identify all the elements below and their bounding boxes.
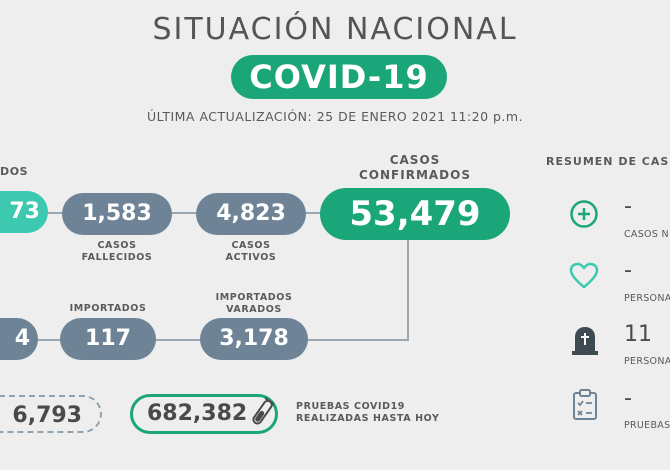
dashed-value-pill: 6,793 [0,395,102,433]
connector-line [40,212,330,214]
dashed-value: 6,793 [12,403,82,428]
heart-icon [569,262,599,290]
tests-label-line1: PRUEBAS COVID19 [296,401,406,412]
active-label-line2: ACTIVOS [225,252,277,263]
plus-circle-icon [569,199,599,229]
partial-row2-pill: 4 [0,318,38,360]
partial-label: DOS [0,165,29,178]
active-pill: 4,823 [196,193,306,235]
recovered-value: - [624,258,632,283]
covid-badge: COVID-19 [231,55,447,99]
confirmed-pill: 53,479 [320,188,510,240]
tests-label-line2: REALIZADAS HASTA HOY [296,413,440,424]
deaths-label: CASOS FALLECIDOS [62,240,172,264]
tombstone-icon [570,325,600,357]
tests-summary-label: PRUEBAS [624,420,670,431]
confirmed-label: CASOS CONFIRMADOS [320,153,510,183]
tests-label: PRUEBAS COVID19 REALIZADAS HASTA HOY [296,401,440,425]
active-value: 4,823 [216,201,286,226]
imported-label: IMPORTADOS [69,303,147,314]
tests-value: 682,382 [147,401,248,426]
partial-value-pill: 73 [0,191,48,233]
active-label: CASOS ACTIVOS [196,240,306,264]
tests-summary-value: - [624,386,632,411]
deaths-pill: 1,583 [62,193,172,235]
deceased-value: 11 [624,322,652,347]
confirmed-label-line1: CASOS [389,153,441,167]
summary-heading: RESUMEN DE CAS [546,155,670,168]
clipboard-icon [572,389,598,421]
confirmed-value: 53,479 [349,194,481,234]
stranded-label-line2: VARADOS [226,304,282,315]
page-title: SITUACIÓN NACIONAL [152,12,518,47]
recovered-label: PERSONA [624,293,670,304]
partial-row2-value: 4 [14,326,30,351]
test-tube-icon [250,396,274,430]
stranded-label: IMPORTADOS VARADOS [200,292,308,316]
new-cases-value: - [624,194,632,219]
deceased-label: PERSONA [624,356,670,367]
stranded-value: 3,178 [219,326,289,351]
confirmed-label-line2: CONFIRMADOS [359,168,471,182]
stranded-pill: 3,178 [200,318,308,360]
tests-pill: 682,382 [130,394,278,434]
stranded-label-line1: IMPORTADOS [215,292,293,303]
imported-value: 117 [85,326,131,351]
imported-pill: 117 [60,318,156,360]
new-cases-label: CASOS N [624,229,669,240]
active-label-line1: CASOS [231,240,271,251]
partial-value: 73 [9,199,40,224]
deaths-label-line1: CASOS [97,240,137,251]
deaths-value: 1,583 [82,201,152,226]
connector-line [407,240,409,340]
deaths-label-line2: FALLECIDOS [81,252,153,263]
last-update: ÚLTIMA ACTUALIZACIÓN: 25 DE ENERO 2021 1… [146,109,524,124]
